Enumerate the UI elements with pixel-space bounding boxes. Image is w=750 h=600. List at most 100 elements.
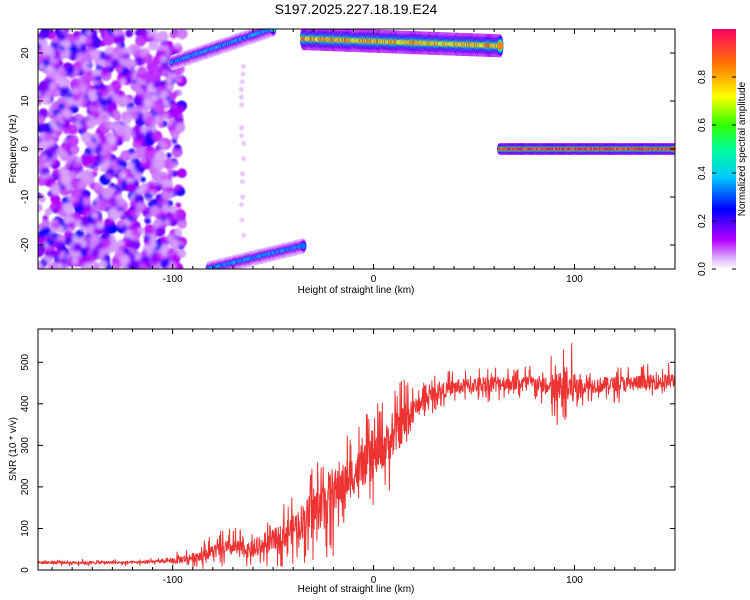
band-segment — [300, 242, 307, 250]
noise-blob — [87, 90, 97, 99]
noise-blob — [107, 85, 112, 90]
noise-blob — [160, 174, 167, 181]
noise-blob — [109, 207, 117, 215]
y-tick-label: 20 — [20, 47, 31, 59]
noise-blob — [102, 254, 110, 261]
noise-blob — [87, 71, 93, 77]
noise-blob — [38, 176, 46, 186]
noise-blob — [43, 133, 53, 142]
noise-blob — [82, 60, 92, 71]
noise-blob — [143, 92, 152, 100]
noise-blob — [90, 183, 96, 189]
noise-blob — [143, 54, 152, 63]
noise-blob — [39, 196, 45, 203]
noise-blob — [92, 110, 101, 118]
noise-blob — [171, 103, 178, 110]
noise-blob — [82, 156, 93, 167]
noise-blob — [50, 232, 56, 238]
noise-blob — [177, 90, 182, 96]
y-tick-label: 500 — [20, 353, 31, 370]
noise-blob — [38, 230, 46, 238]
noise-blob — [145, 129, 154, 138]
noise-blob — [160, 244, 169, 253]
colorbar-gradient — [712, 29, 736, 269]
noise-blob — [145, 115, 155, 125]
noise-blob — [148, 29, 156, 35]
noise-blob — [101, 238, 112, 249]
noise-blob — [73, 87, 79, 93]
noise-blob — [112, 59, 121, 68]
noise-blob — [52, 222, 59, 229]
noise-blob — [69, 171, 77, 179]
noise-blob — [59, 168, 67, 177]
noise-blob — [68, 125, 78, 134]
noise-blob — [116, 65, 124, 73]
noise-blob — [136, 36, 146, 46]
noise-blob — [131, 46, 136, 51]
noise-blob — [169, 93, 176, 100]
noise-blob — [76, 157, 81, 163]
noise-blob — [175, 122, 185, 132]
streak-blob — [240, 80, 244, 84]
noise-blob — [170, 239, 180, 248]
noise-blob — [77, 206, 82, 211]
noise-blob — [67, 164, 75, 171]
noise-blob — [174, 229, 182, 237]
streak-blob — [241, 157, 246, 161]
noise-blob — [67, 221, 75, 229]
y-tick-label: -10 — [20, 189, 31, 204]
noise-blob — [45, 248, 55, 258]
noise-blob — [153, 56, 162, 64]
noise-blob — [58, 257, 64, 263]
noise-blob — [152, 172, 161, 181]
noise-blob — [143, 208, 152, 217]
streak-blob — [239, 133, 244, 138]
noise-blob — [140, 127, 147, 133]
noise-blob — [94, 75, 101, 82]
noise-blob — [71, 79, 81, 89]
noise-blob — [119, 43, 125, 48]
noise-blob — [76, 230, 84, 239]
noise-blob — [45, 208, 52, 215]
noise-blob — [85, 148, 93, 156]
noise-blob — [134, 50, 142, 58]
streak-blob — [241, 64, 246, 69]
noise-blob — [117, 210, 124, 216]
noise-blob — [150, 254, 161, 265]
noise-blob — [120, 96, 129, 105]
noise-blob — [134, 164, 144, 174]
y-tick-label: 400 — [20, 395, 31, 412]
noise-blob — [111, 81, 121, 91]
noise-blob — [121, 112, 130, 120]
noise-blob — [128, 149, 135, 155]
noise-blob — [73, 117, 78, 122]
noise-blob — [178, 250, 186, 258]
noise-blob — [52, 133, 57, 138]
noise-blob — [119, 244, 125, 250]
noise-blob — [178, 220, 187, 229]
noise-blob — [141, 255, 151, 265]
noise-blob — [165, 212, 174, 221]
noise-blob — [38, 85, 45, 93]
noise-blob — [157, 116, 164, 123]
noise-blob — [100, 41, 105, 46]
noise-blob — [104, 225, 111, 233]
noise-blob — [166, 84, 173, 90]
noise-blob — [161, 40, 167, 46]
noise-blob — [153, 103, 163, 114]
noise-blob — [86, 257, 93, 264]
noise-blob — [38, 43, 41, 49]
noise-blob — [172, 138, 177, 143]
noise-blob — [113, 33, 124, 44]
noise-blob — [172, 219, 178, 225]
noise-blob — [38, 224, 43, 230]
feature-bands — [169, 29, 675, 269]
noise-blob — [143, 245, 150, 252]
noise-blob — [45, 65, 53, 73]
noise-blob — [67, 136, 78, 146]
noise-blob — [52, 117, 58, 123]
noise-blob — [51, 41, 60, 50]
noise-blob — [96, 129, 103, 136]
